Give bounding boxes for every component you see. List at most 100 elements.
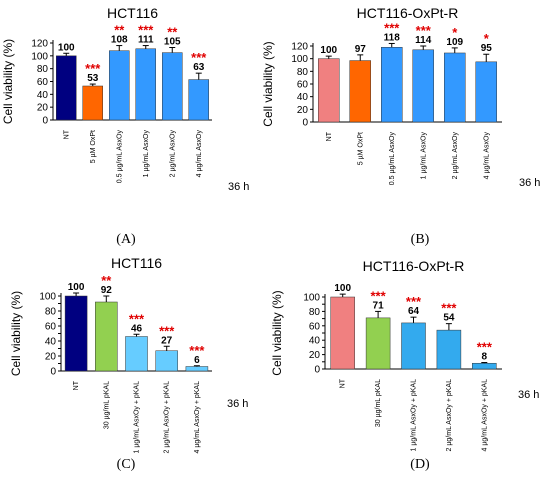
data-label: 63: [193, 62, 205, 73]
bar: [330, 296, 355, 370]
y-tick-label: 0: [302, 118, 308, 129]
significance-marker: *: [484, 31, 490, 46]
significance-marker: ***: [371, 288, 387, 303]
bar: [475, 61, 497, 123]
data-label: 118: [384, 32, 401, 43]
bar: [412, 49, 434, 123]
chart-title: HCT116: [111, 255, 162, 271]
x-tick-label: 2 µg/mL AsxOy: [452, 132, 459, 180]
data-label: 6: [194, 355, 200, 366]
x-tick-label: 4 µg/mL AsxOy + pKAL: [194, 381, 201, 454]
y-axis-label: Cell viability (%): [9, 291, 23, 376]
bar: [401, 322, 426, 370]
x-tick-label: 4 µg/mL AsxOy: [483, 132, 490, 180]
bar: [472, 362, 497, 370]
x-tick-label: 1 µg/mL AsxOy + pKAL: [411, 379, 418, 452]
x-tick-label: 5 µM OxPt: [90, 130, 97, 163]
data-label: 108: [111, 35, 128, 46]
data-label: 46: [131, 323, 143, 334]
y-tick-label: 80: [297, 67, 309, 78]
y-axis-label: Cell viability (%): [261, 41, 275, 126]
significance-marker: ***: [441, 301, 457, 316]
y-tick-label: 80: [45, 307, 57, 318]
significance-marker: ***: [129, 311, 145, 326]
bar: [56, 55, 77, 121]
x-tick-label: 0.5 µg/mL AsxOy: [389, 132, 396, 186]
x-tick-label: NT: [326, 131, 333, 141]
time-label: 36 h: [228, 181, 249, 193]
y-tick-label: 80: [309, 307, 321, 318]
significance-marker: ***: [416, 23, 432, 38]
bar: [125, 336, 148, 372]
y-axis-label: Cell viability (%): [270, 290, 284, 375]
data-label: 111: [138, 35, 154, 46]
x-tick-label: 2 µg/mL AsxOy + pKAL: [164, 381, 171, 454]
data-label: 100: [58, 42, 75, 53]
x-tick-label: NT: [340, 378, 347, 388]
significance-marker: ***: [189, 343, 205, 358]
x-tick-label: 2 µg/mL AsxOy + pKAL: [446, 379, 453, 452]
significance-marker: ***: [138, 23, 154, 38]
y-tick-label: 40: [297, 92, 309, 103]
bar: [436, 329, 462, 370]
data-label: 95: [481, 43, 493, 54]
bar: [365, 317, 391, 370]
x-tick-label: NT: [73, 380, 80, 390]
x-tick-label: 2 µg/mL AsxOy: [169, 130, 176, 178]
bar: [95, 301, 118, 372]
y-tick-label: 60: [45, 322, 57, 333]
y-tick-label: 40: [309, 336, 321, 347]
bar: [444, 52, 466, 123]
data-label: 105: [164, 36, 181, 47]
chart-panel-4: HCT116-OxPt-R Cell viability (%) 0 20 40 60 80…: [270, 258, 539, 472]
bar: [155, 350, 178, 372]
y-tick-label: 20: [297, 105, 309, 116]
data-label: 53: [87, 73, 99, 84]
x-tick-label: 4 µg/mL AsxOy + pKAL: [481, 379, 488, 452]
time-label: 36 h: [227, 398, 248, 410]
data-label: 64: [408, 306, 420, 317]
data-label: 100: [334, 283, 351, 294]
chart-title: HCT116-OxPt-R: [357, 5, 459, 21]
x-tick-label: 5 µM OxPt: [357, 132, 364, 165]
panel-label: (A): [116, 232, 136, 247]
y-tick-label: 100: [291, 54, 308, 65]
y-tick-label: 20: [45, 352, 57, 363]
bar: [162, 52, 183, 121]
x-tick-label: 1 µg/mL AsxOy: [420, 132, 427, 180]
y-tick-label: 100: [31, 51, 48, 62]
data-label: 109: [446, 37, 463, 48]
data-label: 114: [415, 35, 432, 46]
chart-panel-3: HCT116 Cell viability (%) 0 20 40 60 80 100 100 N…: [9, 255, 248, 472]
data-label: 71: [373, 300, 385, 311]
bar: [82, 85, 103, 121]
significance-marker: **: [167, 24, 178, 39]
y-tick-label: 40: [45, 337, 57, 348]
x-tick-label: 30 µg/mL pKAL: [375, 379, 382, 427]
data-label: 97: [355, 44, 367, 55]
y-tick-label: 120: [31, 39, 48, 50]
data-label: 27: [161, 335, 173, 346]
significance-marker: ***: [384, 20, 400, 35]
data-label: 100: [320, 45, 337, 56]
y-tick-label: 0: [50, 367, 56, 378]
y-tick-label: 60: [37, 77, 49, 88]
significance-marker: ***: [191, 50, 207, 65]
panel-label: (D): [410, 457, 430, 472]
x-tick-label: 0.5 µg/mL AsxOy: [116, 130, 123, 184]
x-tick-label: 1 µg/mL AsxOy + pKAL: [134, 381, 141, 454]
x-tick-label: 30 µg/mL pKAL: [103, 381, 110, 429]
data-label: 92: [101, 285, 113, 296]
y-tick-label: 0: [314, 365, 320, 376]
chart-title: HCT116: [107, 5, 158, 21]
significance-marker: ***: [406, 294, 422, 309]
y-tick-label: 120: [291, 42, 308, 53]
y-tick-label: 100: [303, 293, 320, 304]
significance-marker: *: [452, 25, 458, 40]
bar: [64, 295, 88, 372]
x-tick-label: 4 µg/mL AsxOy: [196, 130, 203, 178]
x-tick-label: 1 µg/mL AsxOy: [143, 130, 150, 178]
y-tick-label: 60: [297, 80, 309, 91]
